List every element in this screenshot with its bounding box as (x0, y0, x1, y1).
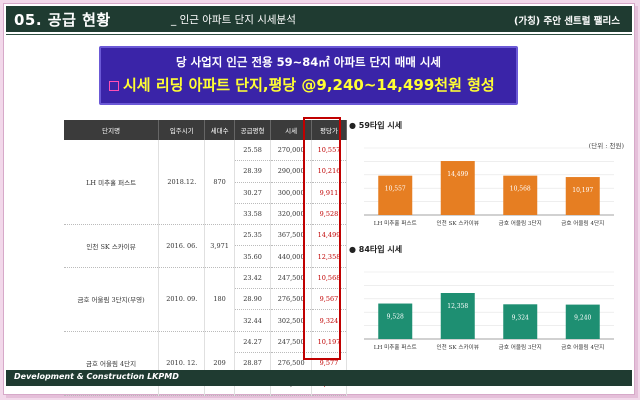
bar (440, 161, 475, 215)
area-pyeong: 28.39 (234, 160, 272, 183)
area-pyeong: 24.27 (234, 331, 272, 353)
household-count: 180 (204, 267, 235, 332)
chart-unit-label: (단위 : 천원) (588, 142, 624, 150)
price-per-pyeong: 14,499 (311, 224, 348, 247)
bar (565, 304, 600, 339)
price-per-pyeong: 10,216 (311, 160, 348, 183)
price-per-pyeong: 10,197 (311, 331, 348, 353)
table-header: 세대수 (204, 120, 235, 140)
complex-name: 인천 SK 스카이뷰 (64, 224, 160, 268)
move-in-date: 2016. 06. (158, 224, 206, 268)
bar-value-label: 9,240 (574, 315, 591, 322)
complex-name: 금호 어울림 3단지(부영) (64, 267, 160, 332)
market-price: 300,000 (270, 182, 312, 204)
header-bar: 05. 공급 현황 _ 인근 아파트 단지 시세분석 (가칭) 주안 센트럴 팰… (6, 6, 632, 32)
square-bullet-icon (109, 81, 119, 91)
category-tick-label: 금호 어울림 3단지 (499, 219, 542, 227)
bar-value-label: 10,557 (385, 186, 406, 193)
household-count: 870 (204, 140, 235, 226)
bar (378, 303, 413, 339)
bar-value-label: 12,358 (447, 303, 468, 310)
category-tick-label: 금호 어울림 3단지 (499, 343, 542, 351)
chart-84-title: ● 84타입 시세 (349, 245, 403, 254)
table-row: 35.60 440,000 12,358 (64, 245, 348, 268)
chart-59-type: ● 59타입 시세 (단위 : 천원) 10,557 LH 미추홀 퍼스트 14,4… (344, 120, 624, 235)
chart-59-title: ● 59타입 시세 (349, 121, 403, 130)
project-name: (가칭) 주안 센트럴 팰리스 (513, 16, 620, 27)
price-per-pyeong: 10,568 (311, 267, 348, 290)
market-price: 247,500 (270, 267, 312, 290)
footer-text: Development & Construction LKPMD (14, 372, 179, 381)
bar-value-label: 10,197 (572, 187, 593, 194)
table-header: 공급평형 (234, 120, 272, 140)
table-row: 28.39 290,000 10,216 (64, 160, 348, 183)
category-tick-label: 금호 어울림 4단지 (561, 343, 604, 351)
banner-line-1: 당 사업지 인근 전용 59~84㎡ 아파트 단지 매매 시세 (175, 55, 442, 69)
area-pyeong: 33.58 (234, 203, 272, 226)
table-row: 30.27 300,000 9,911 (64, 182, 348, 204)
market-price: 320,000 (270, 203, 312, 226)
complex-name: LH 미추홀 퍼스트 (64, 140, 160, 226)
area-pyeong: 32.44 (234, 309, 272, 332)
market-price: 367,500 (270, 224, 312, 247)
footer-bar: Development & Construction LKPMD (6, 370, 632, 386)
price-per-pyeong: 9,528 (311, 203, 348, 226)
market-price: 440,000 (270, 245, 312, 268)
table-header: 입주시기 (158, 120, 206, 140)
table-header: 평당가 (311, 120, 348, 140)
table-row: 금호 어울림 3단지(부영) 2010. 09. 180 23.42 247,500 10… (64, 267, 348, 332)
bar (378, 175, 413, 215)
price-per-pyeong: 12,358 (311, 245, 348, 268)
area-pyeong: 30.27 (234, 182, 272, 204)
price-per-pyeong: 9,324 (311, 309, 348, 332)
area-pyeong: 23.42 (234, 267, 272, 290)
market-price: 290,000 (270, 160, 312, 183)
table-row: 33.58 320,000 9,528 (64, 203, 348, 226)
area-pyeong: 35.60 (234, 245, 272, 268)
market-price: 276,500 (270, 288, 312, 311)
bar (440, 293, 475, 339)
bar (503, 175, 538, 215)
price-per-pyeong: 10,557 (311, 140, 348, 162)
household-count: 3,971 (204, 224, 235, 268)
market-price: 270,000 (270, 140, 312, 162)
bar-value-label: 9,324 (512, 314, 529, 321)
section-title: 05. 공급 현황 (14, 11, 111, 29)
bar-value-label: 10,568 (510, 186, 531, 193)
market-price: 247,500 (270, 331, 312, 353)
slide-frame: 05. 공급 현황 _ 인근 아파트 단지 시세분석 (가칭) 주안 센트럴 팰… (3, 3, 635, 396)
price-per-pyeong: 9,567 (311, 288, 348, 311)
header-divider (6, 34, 632, 35)
category-tick-label: 인천 SK 스카이뷰 (437, 343, 479, 351)
area-pyeong: 28.90 (234, 288, 272, 311)
table-header: 시세 (270, 120, 312, 140)
bar-value-label: 14,499 (447, 171, 468, 178)
category-tick-label: 금호 어울림 4단지 (561, 219, 604, 227)
section-subtitle: _ 인근 아파트 단지 시세분석 (171, 14, 296, 26)
bar-value-label: 9,528 (387, 314, 404, 321)
summary-banner: 당 사업지 인근 전용 59~84㎡ 아파트 단지 매매 시세 시세 리딩 아파… (99, 46, 518, 105)
bar (503, 304, 538, 339)
move-in-date: 2018.12. (158, 140, 206, 226)
category-tick-label: LH 미추홀 퍼스트 (374, 343, 417, 351)
price-table: 단지명 입주시기 세대수 공급평형 시세 평당가 LH 미추홀 퍼스트 2018.12. 87… (64, 120, 348, 396)
table-row: LH 미추홀 퍼스트 2018.12. 870 25.58 270,000 10,557 (64, 140, 348, 226)
price-per-pyeong: 9,911 (311, 182, 348, 204)
banner-line-2: 시세 리딩 아파트 단지,평당 @9,240~14,499천원 형성 (123, 76, 495, 94)
bar (565, 177, 600, 215)
market-price: 302,500 (270, 309, 312, 332)
table-row: 인천 SK 스카이뷰 2016. 06. 3,971 25.35 367,500 14,4… (64, 224, 348, 268)
area-pyeong: 25.35 (234, 224, 272, 247)
move-in-date: 2010. 09. (158, 267, 206, 332)
category-tick-label: 인천 SK 스카이뷰 (437, 219, 479, 227)
table-header: 단지명 (64, 120, 160, 140)
chart-84-type: ● 84타입 시세 9,528 LH 미추홀 퍼스트 12,358 인천 SK 스카이… (344, 244, 624, 359)
price-per-pyeong-highlight (303, 117, 341, 360)
area-pyeong: 25.58 (234, 140, 272, 162)
category-tick-label: LH 미추홀 퍼스트 (374, 219, 417, 227)
table-row: 32.44 302,500 9,324 (64, 309, 348, 332)
table-row: 28.90 276,500 9,567 (64, 288, 348, 311)
